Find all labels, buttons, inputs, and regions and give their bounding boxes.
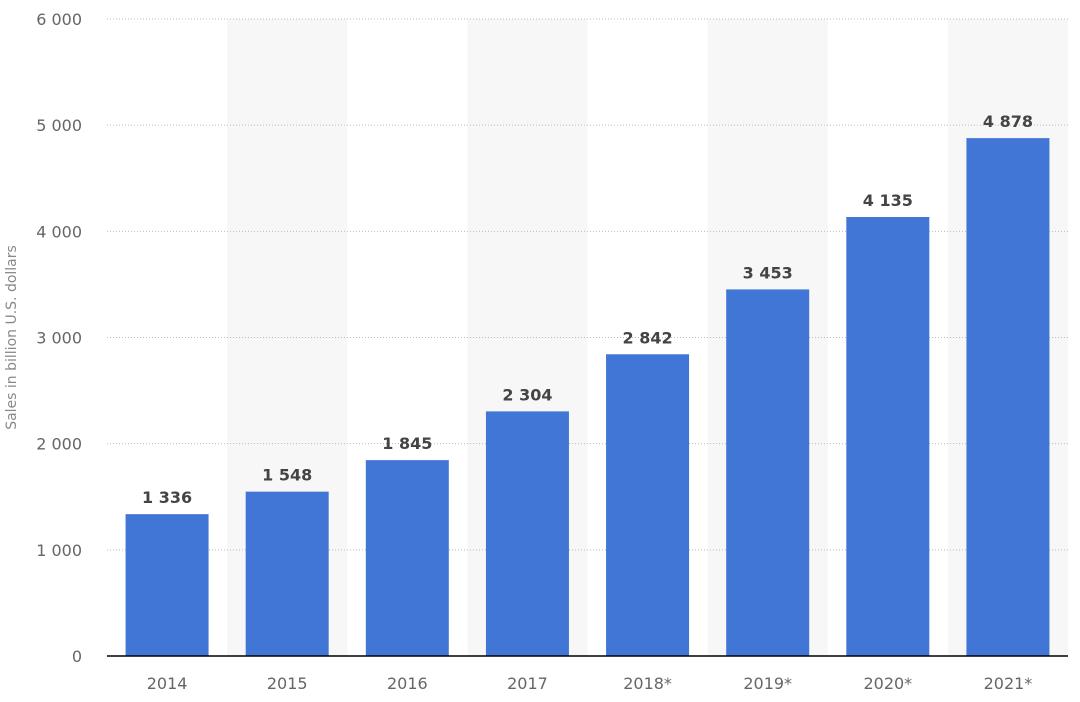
x-tick-label-3: 2017 (507, 674, 548, 693)
data-label-1: 1 548 (262, 466, 312, 485)
bar-5 (726, 289, 810, 656)
data-label-3: 2 304 (502, 385, 552, 404)
y-tick-label-6: 6 000 (36, 10, 82, 29)
bars (125, 138, 1050, 656)
x-tick-label-7: 2021* (984, 674, 1033, 693)
x-tick-label-6: 2020* (863, 674, 912, 693)
data-label-2: 1 845 (382, 434, 432, 453)
y-tick-label-1: 1 000 (36, 541, 82, 560)
x-tick-label-5: 2019* (743, 674, 792, 693)
data-label-0: 1 336 (142, 488, 192, 507)
bar-1 (245, 491, 329, 656)
y-axis-ticks: 0 1 000 2 000 3 000 4 000 5 000 6 000 (36, 10, 82, 666)
data-label-6: 4 135 (863, 191, 913, 210)
bar-6 (846, 217, 930, 656)
x-tick-label-2: 2016 (387, 674, 428, 693)
x-tick-label-4: 2018* (623, 674, 672, 693)
bar-2 (365, 460, 449, 656)
bar-7 (966, 138, 1050, 656)
data-labels: 1 336 1 548 1 845 2 304 2 842 3 453 4 135 4 878 (142, 112, 1033, 507)
gridlines (107, 18, 1068, 551)
y-tick-label-2: 2 000 (36, 435, 82, 454)
data-label-4: 2 842 (623, 328, 673, 347)
y-axis-title: Sales in billion U.S. dollars (4, 245, 20, 430)
y-tick-label-5: 5 000 (36, 116, 82, 135)
data-label-7: 4 878 (983, 112, 1033, 131)
bar-0 (125, 514, 209, 656)
data-label-5: 3 453 (743, 263, 793, 282)
x-tick-label-1: 2015 (267, 674, 308, 693)
y-tick-label-3: 3 000 (36, 329, 82, 348)
bar-3 (485, 411, 569, 656)
x-axis-ticks: 2014 2015 2016 2017 2018* 2019* 2020* 2021* (147, 674, 1033, 693)
y-tick-label-4: 4 000 (36, 222, 82, 241)
x-tick-label-0: 2014 (147, 674, 188, 693)
bar-4 (606, 354, 690, 656)
y-tick-label-0: 0 (72, 647, 82, 666)
